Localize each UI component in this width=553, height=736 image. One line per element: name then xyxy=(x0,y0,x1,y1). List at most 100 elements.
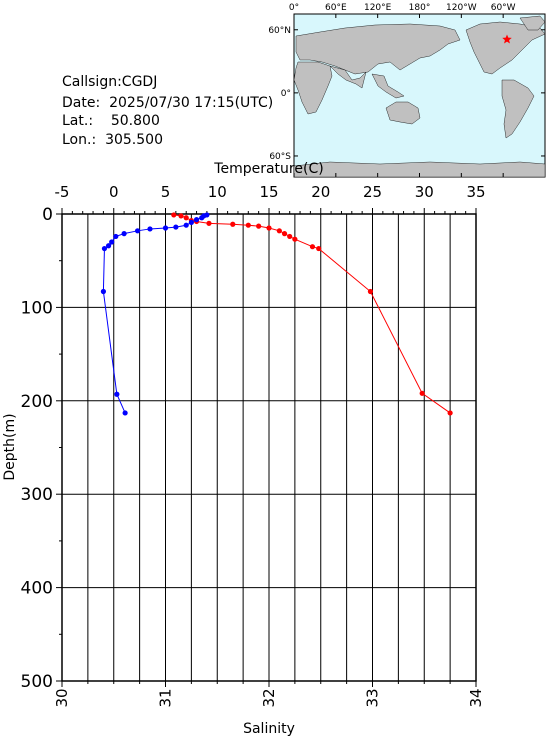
temperature-tick-label: -5 xyxy=(55,183,70,201)
map-lat-label: 60°N xyxy=(268,26,291,36)
salinity-point xyxy=(162,225,169,231)
temperature-point xyxy=(281,231,288,237)
temperature-point xyxy=(367,288,374,295)
land-greenland xyxy=(519,15,546,31)
temperature-point xyxy=(419,390,425,396)
temperature-point xyxy=(183,215,189,221)
callsign-label: Callsign: xyxy=(62,74,122,90)
salinity-point xyxy=(101,245,108,252)
salinity-axis-label: Salinity xyxy=(243,721,295,736)
land-south-america xyxy=(501,79,535,139)
map-ticks xyxy=(293,14,545,177)
temperature-point xyxy=(230,221,236,227)
salinity-point xyxy=(183,222,189,228)
depth-tick-labels: 0 100 200 300 400 500 xyxy=(21,205,53,692)
temperature-point xyxy=(447,410,453,416)
temperature-point xyxy=(309,244,316,250)
temperature-tick-label: 35 xyxy=(466,183,485,201)
depth-tick-label: 0 xyxy=(42,205,53,225)
salinity-point xyxy=(173,224,179,230)
map-lon-label: 60°W xyxy=(491,3,516,13)
land-australia xyxy=(385,101,421,125)
date-value: 2025/07/30 17:15(UTC) xyxy=(109,95,274,111)
salinity-tick-label: 32 xyxy=(260,688,278,707)
map-lon-label: 120°W xyxy=(446,3,477,13)
temperature-tick-labels: -5 0 5 10 15 20 25 30 35 xyxy=(55,183,486,201)
lat-label: Lat.: xyxy=(62,113,94,129)
depth-tick-label: 500 xyxy=(21,672,53,692)
map-latitude-labels: 60°N 0° 60°S xyxy=(268,26,291,162)
temperature-axis-label: Temperature(C) xyxy=(213,161,323,177)
salinity-point xyxy=(193,217,200,223)
callsign-line: Callsign:CGDJ xyxy=(62,74,157,90)
salinity-tick-labels: 30 31 32 33 34 xyxy=(53,688,485,707)
date-line: Date: 2025/07/30 17:15(UTC) xyxy=(62,95,273,111)
salinity-tick-label: 33 xyxy=(364,688,382,707)
salinity-point xyxy=(109,239,115,245)
lat-value: 50.800 xyxy=(110,113,160,129)
map-land xyxy=(293,15,546,178)
temperature-point xyxy=(256,223,262,229)
temperature-point xyxy=(292,236,298,242)
lat-line: Lat.: 50.800 xyxy=(62,113,160,129)
salinity-point xyxy=(100,288,106,295)
map-lon-label: 60°E xyxy=(325,3,347,13)
temperature-point xyxy=(171,212,177,218)
land-southeast-asia xyxy=(371,73,405,99)
map-lon-label: 120°E xyxy=(364,3,392,13)
lon-value: 305.500 xyxy=(105,132,163,148)
temperature-tick-label: 5 xyxy=(161,183,171,201)
top-axis-ticks xyxy=(61,208,477,214)
salinity-point xyxy=(199,215,205,221)
depth-tick-label: 400 xyxy=(21,579,53,599)
horizontal-grid xyxy=(62,306,476,589)
temperature-tick-label: 30 xyxy=(415,183,434,201)
depth-axis-label: Depth(m) xyxy=(2,413,18,480)
world-map: 0° 60°E 120°E 180° 120°W 60°W 60°N 0° 60°S xyxy=(268,3,546,178)
salinity-tick-label: 34 xyxy=(467,688,485,707)
salinity-point xyxy=(147,226,153,232)
depth-tick-label: 200 xyxy=(21,392,53,412)
temperature-point xyxy=(206,220,212,226)
salinity-point xyxy=(121,231,127,237)
map-longitude-labels: 0° 60°E 120°E 180° 120°W 60°W xyxy=(289,3,516,13)
temperature-point xyxy=(316,245,322,252)
land-arabia-india xyxy=(329,65,367,89)
map-lon-label: 180° xyxy=(409,3,431,13)
salinity-point xyxy=(113,233,119,240)
vertical-grid xyxy=(87,214,451,681)
station-marker-star-icon xyxy=(502,34,512,44)
temperature-point xyxy=(266,225,272,231)
callsign-value: CGDJ xyxy=(121,74,158,90)
salinity-tick-label: 31 xyxy=(157,688,175,707)
temperature-tick-label: 0 xyxy=(109,183,119,201)
land-eurasia xyxy=(295,23,461,75)
map-lat-label: 0° xyxy=(281,89,291,99)
temperature-tick-label: 20 xyxy=(311,183,330,201)
temperature-tick-label: 15 xyxy=(259,183,278,201)
map-lon-label: 0° xyxy=(289,3,299,13)
lon-label: Lon.: xyxy=(62,132,97,148)
date-label: Date: xyxy=(62,95,101,111)
temperature-point xyxy=(245,222,251,228)
series-layer xyxy=(100,212,453,416)
temperature-point xyxy=(287,233,293,240)
bottom-axis-ticks xyxy=(61,681,477,687)
lon-line: Lon.: 305.500 xyxy=(62,132,163,148)
depth-tick-label: 300 xyxy=(21,485,53,505)
left-axis-ticks xyxy=(56,213,62,682)
salinity-point xyxy=(122,410,128,416)
land-north-america xyxy=(465,21,546,75)
salinity-point xyxy=(134,228,141,234)
map-lat-label: 60°S xyxy=(269,152,291,162)
temperature-point xyxy=(276,228,282,234)
salinity-point xyxy=(105,243,112,249)
temperature-tick-label: 10 xyxy=(208,183,227,201)
depth-tick-label: 100 xyxy=(21,298,53,318)
salinity-tick-label: 30 xyxy=(53,688,71,707)
salinity-point xyxy=(114,391,120,397)
temperature-tick-label: 25 xyxy=(363,183,382,201)
temperature-point xyxy=(178,213,184,219)
